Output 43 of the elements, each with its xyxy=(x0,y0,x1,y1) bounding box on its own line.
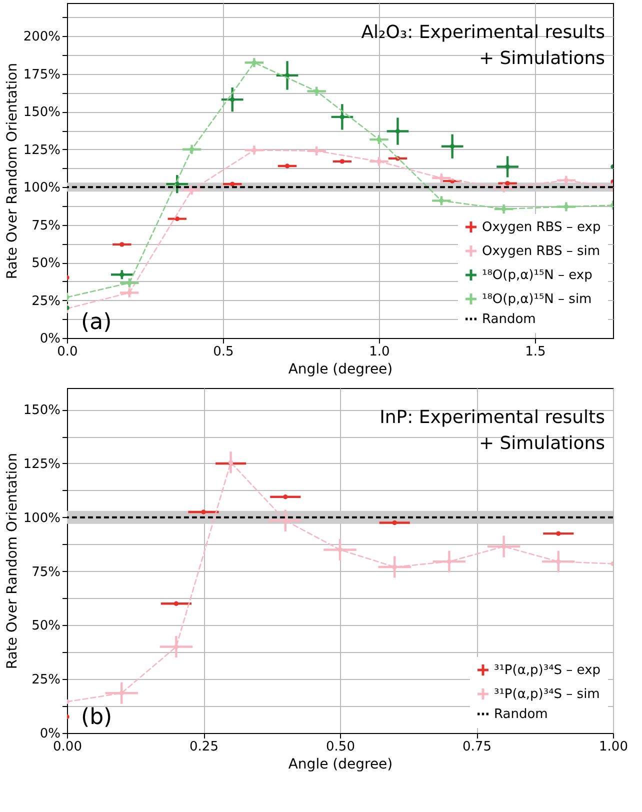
y-tick-label: 125% xyxy=(23,142,60,158)
legend-label: ¹⁸O(p,α)¹⁵N – sim xyxy=(482,292,592,307)
y-tick-label: 0% xyxy=(40,332,60,346)
y-tick-label: 75% xyxy=(32,218,60,234)
y-tick-label: 0% xyxy=(40,726,60,742)
y-tick-label: 200% xyxy=(23,30,60,45)
x-tick-label: 0.0 xyxy=(57,344,78,360)
annotation: + Simulations xyxy=(478,48,605,69)
x-axis-title: Angle (degree) xyxy=(288,756,393,772)
x-tick-label: 1.0 xyxy=(369,344,390,360)
annotation: (b) xyxy=(81,705,112,730)
x-tick-label: 0.5 xyxy=(213,344,234,360)
legend-label: ³¹P(α,p)³⁴S – exp xyxy=(494,663,601,678)
y-axis-title: Rate Over Random Orientation xyxy=(4,62,20,280)
y-tick-label: 50% xyxy=(32,256,60,272)
x-tick-label: 1.5 xyxy=(525,344,546,360)
y-tick-label: 150% xyxy=(23,105,60,120)
legend-label: ³¹P(α,p)³⁴S – sim xyxy=(494,687,600,702)
y-axis-title: Rate Over Random Orientation xyxy=(4,452,20,670)
legend-label: Oxygen RBS – sim xyxy=(482,244,600,259)
y-tick-label: 175% xyxy=(23,67,60,82)
annotation: Al₂O₃: Experimental results xyxy=(361,22,605,43)
y-tick-label: 100% xyxy=(23,510,60,526)
y-tick-label: 125% xyxy=(23,456,60,472)
legend-label: ¹⁸O(p,α)¹⁵N – exp xyxy=(482,268,592,283)
annotation: + Simulations xyxy=(478,433,605,454)
y-tick-label: 50% xyxy=(32,618,60,634)
x-tick-label: 0.75 xyxy=(462,740,492,754)
y-tick-label: 25% xyxy=(32,294,60,309)
x-tick-label: 1.00 xyxy=(599,740,628,754)
y-tick-label: 100% xyxy=(23,180,60,196)
annotation: (a) xyxy=(81,310,112,335)
annotation: InP: Experimental results xyxy=(380,407,605,428)
legend-label: Random xyxy=(494,707,548,722)
x-tick-label: 0.25 xyxy=(190,740,218,754)
y-tick-label: 150% xyxy=(23,403,60,418)
y-tick-label: 75% xyxy=(32,564,60,580)
x-tick-label: 0.50 xyxy=(326,740,355,754)
x-tick-label: 0.00 xyxy=(53,740,82,754)
legend-label: Oxygen RBS – exp xyxy=(482,220,601,235)
y-tick-label: 25% xyxy=(32,672,60,688)
x-axis-title: Angle (degree) xyxy=(288,362,393,378)
legend-label: Random xyxy=(482,312,536,327)
